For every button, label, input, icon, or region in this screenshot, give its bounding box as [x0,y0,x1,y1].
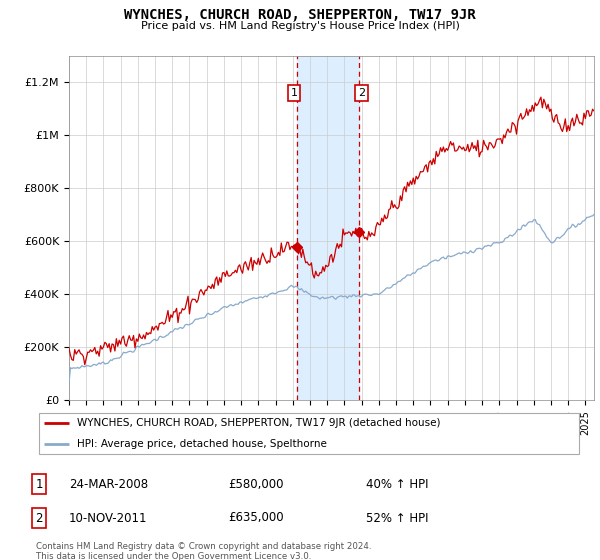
Text: Price paid vs. HM Land Registry's House Price Index (HPI): Price paid vs. HM Land Registry's House … [140,21,460,31]
FancyBboxPatch shape [39,413,579,454]
Text: 1: 1 [35,478,43,491]
Text: £580,000: £580,000 [228,478,284,491]
Text: WYNCHES, CHURCH ROAD, SHEPPERTON, TW17 9JR: WYNCHES, CHURCH ROAD, SHEPPERTON, TW17 9… [124,8,476,22]
Bar [296,56,359,400]
Text: 24-MAR-2008: 24-MAR-2008 [69,478,148,491]
Text: WYNCHES, CHURCH ROAD, SHEPPERTON, TW17 9JR (detached house): WYNCHES, CHURCH ROAD, SHEPPERTON, TW17 9… [77,418,440,428]
Text: 1: 1 [290,88,298,98]
Text: 52% ↑ HPI: 52% ↑ HPI [366,511,428,525]
Text: Contains HM Land Registry data © Crown copyright and database right 2024.
This d: Contains HM Land Registry data © Crown c… [36,542,371,560]
Text: 10-NOV-2011: 10-NOV-2011 [69,511,148,525]
Text: £635,000: £635,000 [228,511,284,525]
Text: 2: 2 [35,511,43,525]
Text: 2: 2 [358,88,365,98]
Text: 40% ↑ HPI: 40% ↑ HPI [366,478,428,491]
Text: HPI: Average price, detached house, Spelthorne: HPI: Average price, detached house, Spel… [77,439,327,449]
